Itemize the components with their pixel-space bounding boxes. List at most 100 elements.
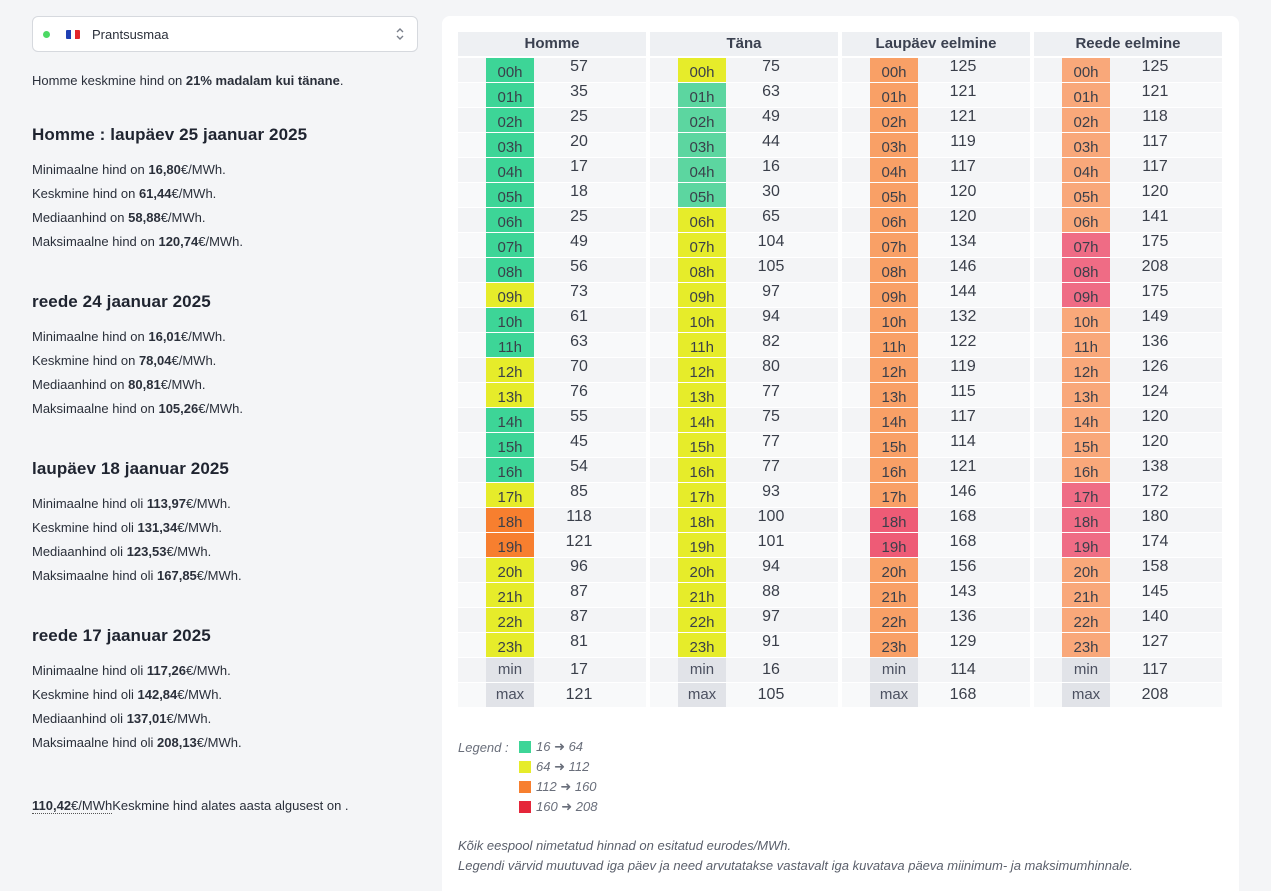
hour-cell: 14h bbox=[486, 408, 534, 432]
table-row: 12h 80 bbox=[650, 358, 838, 383]
day-summary: reede 24 jaanuar 2025 Minimaalne hind on … bbox=[32, 292, 418, 421]
stat-label: Maksimaalne hind on bbox=[32, 401, 159, 416]
hour-cell: 05h bbox=[870, 183, 918, 207]
hour-cell: 11h bbox=[486, 333, 534, 357]
hour-cell: 19h bbox=[678, 533, 726, 557]
hourly-price-table: Homme 00h 57 01h 35 02h 25 03h 20 04h 17 05h 18 06h 25… bbox=[458, 32, 1222, 708]
price-cell: 70 bbox=[570, 358, 588, 375]
price-cell: 115 bbox=[950, 383, 976, 400]
hour-cell: 21h bbox=[870, 583, 918, 607]
table-row: 10h 149 bbox=[1034, 308, 1222, 333]
table-row: 03h 119 bbox=[842, 133, 1030, 158]
stat-unit: €/MWh. bbox=[160, 210, 206, 225]
price-cell: 120 bbox=[1141, 408, 1169, 425]
max-label: max bbox=[678, 683, 726, 707]
price-cell: 180 bbox=[1141, 508, 1169, 525]
hour-cell: 20h bbox=[870, 558, 918, 582]
table-row: 20h 158 bbox=[1034, 558, 1222, 583]
table-row: 21h 87 bbox=[458, 583, 646, 608]
stat-unit: €/MWh. bbox=[166, 544, 212, 559]
price-cell: 117 bbox=[950, 158, 976, 175]
legend-swatch bbox=[519, 801, 531, 813]
max-label: max bbox=[486, 683, 534, 707]
price-cell: 30 bbox=[762, 183, 780, 200]
stat-label: Mediaanhind oli bbox=[32, 544, 127, 559]
stat-label: Keskmine hind oli bbox=[32, 687, 138, 702]
price-column: Täna 00h 75 01h 63 02h 49 03h 44 04h 16 05h 30 06h 65 0… bbox=[650, 32, 838, 708]
max-row: max 105 bbox=[650, 683, 838, 708]
chevron-up-down-icon bbox=[396, 28, 404, 40]
legend-swatch bbox=[519, 761, 531, 773]
table-row: 13h 77 bbox=[650, 383, 838, 408]
legend-swatch bbox=[519, 741, 531, 753]
price-cell: 85 bbox=[570, 483, 588, 500]
price-cell: 87 bbox=[570, 608, 588, 625]
summary-column: Prantsusmaa Homme keskmine hind on 21% m… bbox=[32, 16, 418, 814]
hour-cell: 20h bbox=[678, 558, 726, 582]
table-row: 22h 136 bbox=[842, 608, 1030, 633]
hour-cell: 16h bbox=[678, 458, 726, 482]
price-cell: 49 bbox=[570, 233, 588, 250]
hour-cell: 00h bbox=[678, 58, 726, 82]
hour-cell: 07h bbox=[678, 233, 726, 257]
table-row: 14h 75 bbox=[650, 408, 838, 433]
table-row: 23h 127 bbox=[1034, 633, 1222, 658]
price-cell: 55 bbox=[570, 408, 588, 425]
ytd-value[interactable]: 110,42€/MWh bbox=[32, 798, 113, 814]
hour-cell: 14h bbox=[870, 408, 918, 432]
price-cell: 175 bbox=[1141, 283, 1169, 300]
hour-cell: 01h bbox=[678, 83, 726, 107]
table-row: 20h 96 bbox=[458, 558, 646, 583]
price-cell: 45 bbox=[570, 433, 588, 450]
price-cell: 121 bbox=[565, 533, 593, 550]
min-row: min 16 bbox=[650, 658, 838, 683]
stat-value: 208,13 bbox=[157, 735, 197, 750]
hour-cell: 08h bbox=[486, 258, 534, 282]
hour-cell: 21h bbox=[1062, 583, 1110, 607]
price-cell: 20 bbox=[570, 133, 588, 150]
price-cell: 118 bbox=[566, 508, 592, 525]
table-row: 22h 97 bbox=[650, 608, 838, 633]
price-cell: 77 bbox=[762, 458, 780, 475]
legend-label: 160 ➜ 208 bbox=[536, 799, 598, 814]
hour-cell: 10h bbox=[870, 308, 918, 332]
price-cell: 168 bbox=[949, 508, 977, 525]
price-cell: 93 bbox=[762, 483, 780, 500]
stat-unit: €/MWh. bbox=[166, 711, 212, 726]
day-summaries: Homme : laupäev 25 jaanuar 2025 Minimaaln… bbox=[32, 125, 418, 755]
table-row: 13h 76 bbox=[458, 383, 646, 408]
max-row: max 121 bbox=[458, 683, 646, 708]
hour-cell: 03h bbox=[1062, 133, 1110, 157]
min-row: min 114 bbox=[842, 658, 1030, 683]
price-cell: 105 bbox=[757, 258, 785, 275]
price-cell: 25 bbox=[570, 208, 588, 225]
table-row: 00h 125 bbox=[842, 58, 1030, 83]
table-row: 08h 105 bbox=[650, 258, 838, 283]
hour-cell: 19h bbox=[870, 533, 918, 557]
note-line: Legendi värvid muutuvad iga päev ja need… bbox=[458, 858, 1133, 873]
stat-label: Minimaalne hind on bbox=[32, 162, 149, 177]
table-row: 05h 120 bbox=[1034, 183, 1222, 208]
table-row: 11h 136 bbox=[1034, 333, 1222, 358]
column-rows: 00h 75 01h 63 02h 49 03h 44 04h 16 05h 30 06h 65 07h 10… bbox=[650, 58, 838, 708]
note-line: Kõik eespool nimetatud hinnad on esitatu… bbox=[458, 838, 792, 853]
price-cell: 114 bbox=[950, 433, 976, 450]
stat-unit: €/MWh. bbox=[171, 353, 217, 368]
notes: Kõik eespool nimetatud hinnad on esitatu… bbox=[458, 836, 1133, 876]
ytd-average: 110,42€/MWhKeskmine hind alates aasta al… bbox=[32, 798, 349, 814]
table-row: 07h 104 bbox=[650, 233, 838, 258]
stat-label: Keskmine hind on bbox=[32, 353, 139, 368]
price-cell: 80 bbox=[762, 358, 780, 375]
hour-cell: 22h bbox=[870, 608, 918, 632]
day-title: laupäev 18 jaanuar 2025 bbox=[32, 459, 229, 478]
stat-line: Maksimaalne hind oli 208,13€/MWh. bbox=[32, 731, 418, 755]
hour-cell: 00h bbox=[870, 58, 918, 82]
country-select[interactable]: Prantsusmaa bbox=[32, 16, 418, 52]
table-row: 21h 88 bbox=[650, 583, 838, 608]
table-row: 09h 97 bbox=[650, 283, 838, 308]
price-cell: 61 bbox=[570, 308, 588, 325]
hour-cell: 15h bbox=[870, 433, 918, 457]
hour-cell: 08h bbox=[1062, 258, 1110, 282]
stat-unit: €/MWh. bbox=[185, 496, 231, 511]
price-cell: 136 bbox=[1141, 333, 1169, 350]
